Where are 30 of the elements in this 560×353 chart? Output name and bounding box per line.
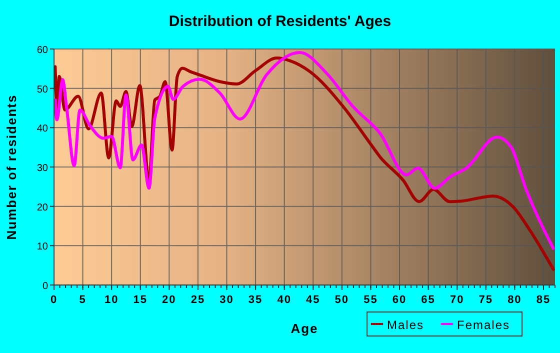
x-axis-title: Age	[290, 321, 318, 336]
x-tick-label: 40	[277, 294, 292, 306]
x-tick-label: 5	[79, 294, 86, 306]
y-tick-label: 10	[36, 242, 48, 253]
y-tick-label: 30	[36, 163, 48, 174]
x-tick-label: 15	[133, 294, 148, 306]
x-tick-label: 65	[421, 294, 436, 306]
x-tick-label: 25	[190, 294, 206, 306]
x-tick-label: 60	[392, 294, 407, 306]
x-tick-label: 80	[508, 294, 522, 306]
legend-label: Females	[457, 318, 510, 332]
x-tick-label: 70	[450, 294, 464, 306]
y-tick-label: 60	[36, 45, 48, 56]
x-tick-label: 20	[162, 294, 176, 306]
x-tick-label: 85	[536, 294, 551, 306]
x-tick-label: 30	[220, 294, 234, 306]
x-tick-label: 75	[478, 294, 494, 306]
y-tick-label: 50	[36, 84, 48, 96]
y-tick-label: 0	[42, 281, 48, 292]
x-tick-label: 10	[104, 294, 119, 306]
legend-label: Males	[387, 318, 424, 332]
y-tick-label: 20	[36, 202, 48, 214]
x-tick-label: 45	[306, 294, 320, 306]
x-tick-label: 35	[248, 294, 263, 306]
y-axis-title: Number of residents	[4, 94, 19, 240]
chart-title: Distribution of Residents' Ages	[168, 13, 392, 30]
x-tick-label: 0	[50, 294, 58, 306]
y-tick-label: 40	[36, 124, 48, 135]
x-tick-label: 55	[364, 294, 378, 306]
x-tick-label: 50	[334, 294, 350, 306]
